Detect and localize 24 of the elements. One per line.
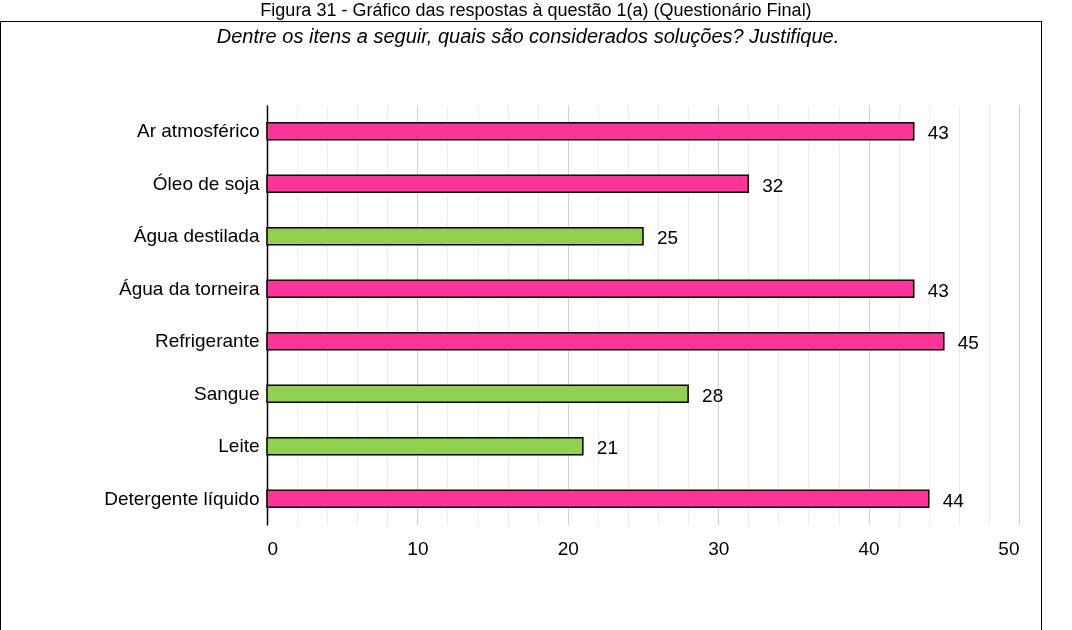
y-tick-label: Sangue	[193, 382, 260, 404]
data-label: 43	[927, 279, 949, 301]
y-tick-label: Óleo de soja	[152, 172, 260, 194]
y-tick-label: Detergente líquido	[104, 487, 260, 509]
y-tick-label: Ar atmosférico	[137, 120, 260, 142]
x-tick-label: 40	[858, 537, 880, 559]
y-tick-label: Leite	[218, 435, 260, 457]
y-tick-label: Água destilada	[133, 225, 260, 247]
y-tick-label: Água da torneira	[119, 277, 260, 299]
data-label: 43	[927, 122, 949, 144]
x-tick-label: 10	[407, 537, 429, 559]
data-label: 44	[942, 489, 965, 511]
data-label: 32	[762, 174, 784, 196]
data-label: 45	[957, 332, 979, 354]
x-tick-label: 0	[267, 537, 279, 559]
chart-title: Figura 31 - Gráfico das respostas à questão 1(a) (Questionário Final)	[259, 0, 813, 21]
chart-subtitle: Dentre os itens a seguir, quais são considerados soluções? Justifique.	[216, 25, 840, 47]
data-label: 25	[657, 227, 679, 249]
data-label: 28	[702, 384, 724, 406]
x-tick-label: 30	[708, 537, 730, 559]
x-tick-label: 20	[557, 537, 579, 559]
y-tick-label: Refrigerante	[154, 330, 260, 352]
x-tick-label: 50	[998, 537, 1020, 559]
data-label: 21	[596, 437, 618, 459]
